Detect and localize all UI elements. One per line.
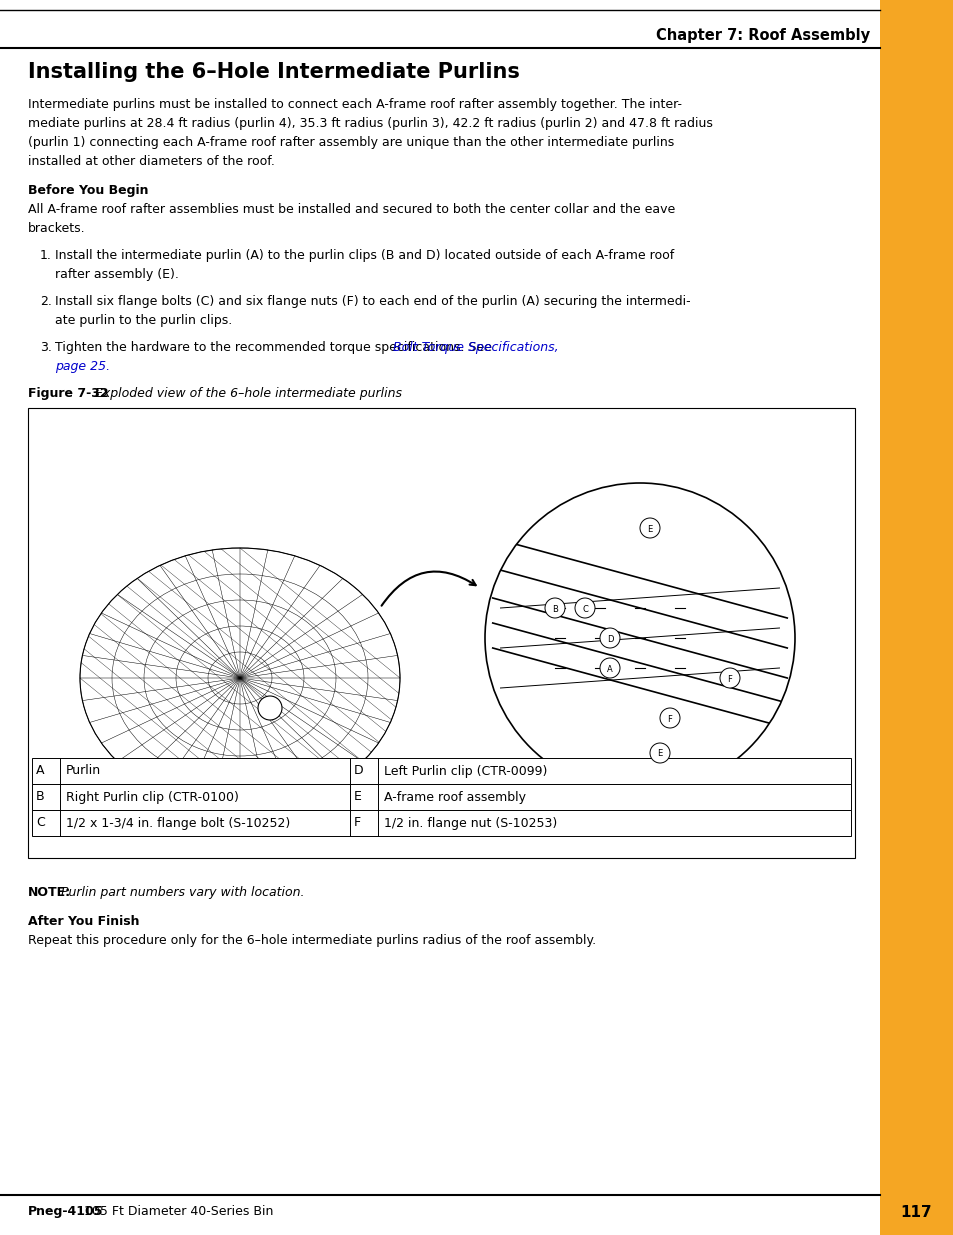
Text: Purlin: Purlin: [66, 764, 101, 778]
Text: ate purlin to the purlin clips.: ate purlin to the purlin clips.: [55, 314, 232, 327]
Text: Install the intermediate purlin (A) to the purlin clips (B and D) located outsid: Install the intermediate purlin (A) to t…: [55, 249, 674, 262]
Text: Intermediate purlins must be installed to connect each A-frame roof rafter assem: Intermediate purlins must be installed t…: [28, 98, 681, 111]
Bar: [28, 408, 854, 858]
Text: F: F: [727, 674, 732, 683]
Text: Bolt Torque Specifications,: Bolt Torque Specifications,: [393, 341, 558, 354]
Text: All A-frame roof rafter assemblies must be installed and secured to both the cen: All A-frame roof rafter assemblies must …: [28, 203, 675, 216]
Text: (purlin 1) connecting each A-frame roof rafter assembly are unique than the othe: (purlin 1) connecting each A-frame roof …: [28, 136, 674, 149]
Text: B: B: [552, 604, 558, 614]
Bar: [32, 784, 850, 810]
Circle shape: [649, 743, 669, 763]
Circle shape: [257, 697, 282, 720]
Text: brackets.: brackets.: [28, 222, 86, 235]
Text: C: C: [36, 816, 45, 830]
Text: installed at other diameters of the roof.: installed at other diameters of the roof…: [28, 156, 274, 168]
Text: D: D: [606, 635, 613, 643]
Circle shape: [599, 658, 619, 678]
Text: Tighten the hardware to the recommended torque specifications. See: Tighten the hardware to the recommended …: [55, 341, 496, 354]
Text: mediate purlins at 28.4 ft radius (purlin 4), 35.3 ft radius (purlin 3), 42.2 ft: mediate purlins at 28.4 ft radius (purli…: [28, 117, 712, 130]
Text: Chapter 7: Roof Assembly: Chapter 7: Roof Assembly: [655, 28, 869, 43]
Text: Pneg-4105: Pneg-4105: [28, 1205, 103, 1218]
Bar: [32, 758, 850, 784]
Text: Exploded view of the 6–hole intermediate purlins: Exploded view of the 6–hole intermediate…: [91, 387, 401, 400]
Text: Figure 7-32: Figure 7-32: [28, 387, 109, 400]
Text: E: E: [354, 790, 361, 804]
Text: After You Finish: After You Finish: [28, 915, 139, 927]
Bar: [879, 0, 953, 1235]
Text: E: E: [647, 525, 652, 534]
Circle shape: [720, 668, 740, 688]
Text: rafter assembly (E).: rafter assembly (E).: [55, 268, 179, 282]
Text: 2.: 2.: [40, 295, 51, 308]
Text: Right Purlin clip (CTR-0100): Right Purlin clip (CTR-0100): [66, 790, 238, 804]
Text: page 25.: page 25.: [55, 359, 110, 373]
Text: Left Purlin clip (CTR-0099): Left Purlin clip (CTR-0099): [384, 764, 547, 778]
Circle shape: [639, 517, 659, 538]
Ellipse shape: [80, 548, 399, 808]
Circle shape: [659, 708, 679, 727]
Text: 1/2 x 1-3/4 in. flange bolt (S-10252): 1/2 x 1-3/4 in. flange bolt (S-10252): [66, 816, 290, 830]
Text: A: A: [606, 664, 612, 673]
Text: E: E: [657, 750, 662, 758]
Text: 1.: 1.: [40, 249, 51, 262]
Text: F: F: [667, 715, 672, 724]
Text: NOTE:: NOTE:: [28, 885, 71, 899]
Text: A: A: [36, 764, 45, 778]
Text: 117: 117: [900, 1205, 931, 1220]
Text: Repeat this procedure only for the 6–hole intermediate purlins radius of the roo: Repeat this procedure only for the 6–hol…: [28, 934, 596, 947]
Text: 3.: 3.: [40, 341, 51, 354]
Text: C: C: [581, 604, 587, 614]
Circle shape: [575, 598, 595, 618]
Circle shape: [484, 483, 794, 793]
Text: F: F: [354, 816, 361, 830]
Text: Before You Begin: Before You Begin: [28, 184, 149, 198]
Text: Installing the 6–Hole Intermediate Purlins: Installing the 6–Hole Intermediate Purli…: [28, 62, 519, 82]
Text: 1/2 in. flange nut (S-10253): 1/2 in. flange nut (S-10253): [384, 816, 557, 830]
Text: Purlin part numbers vary with location.: Purlin part numbers vary with location.: [57, 885, 304, 899]
Text: B: B: [36, 790, 45, 804]
Text: D: D: [354, 764, 363, 778]
Text: Install six flange bolts (C) and six flange nuts (F) to each end of the purlin (: Install six flange bolts (C) and six fla…: [55, 295, 690, 308]
Text: 105 Ft Diameter 40-Series Bin: 105 Ft Diameter 40-Series Bin: [80, 1205, 274, 1218]
Circle shape: [544, 598, 564, 618]
Circle shape: [599, 629, 619, 648]
Text: A-frame roof assembly: A-frame roof assembly: [384, 790, 525, 804]
Bar: [32, 810, 850, 836]
